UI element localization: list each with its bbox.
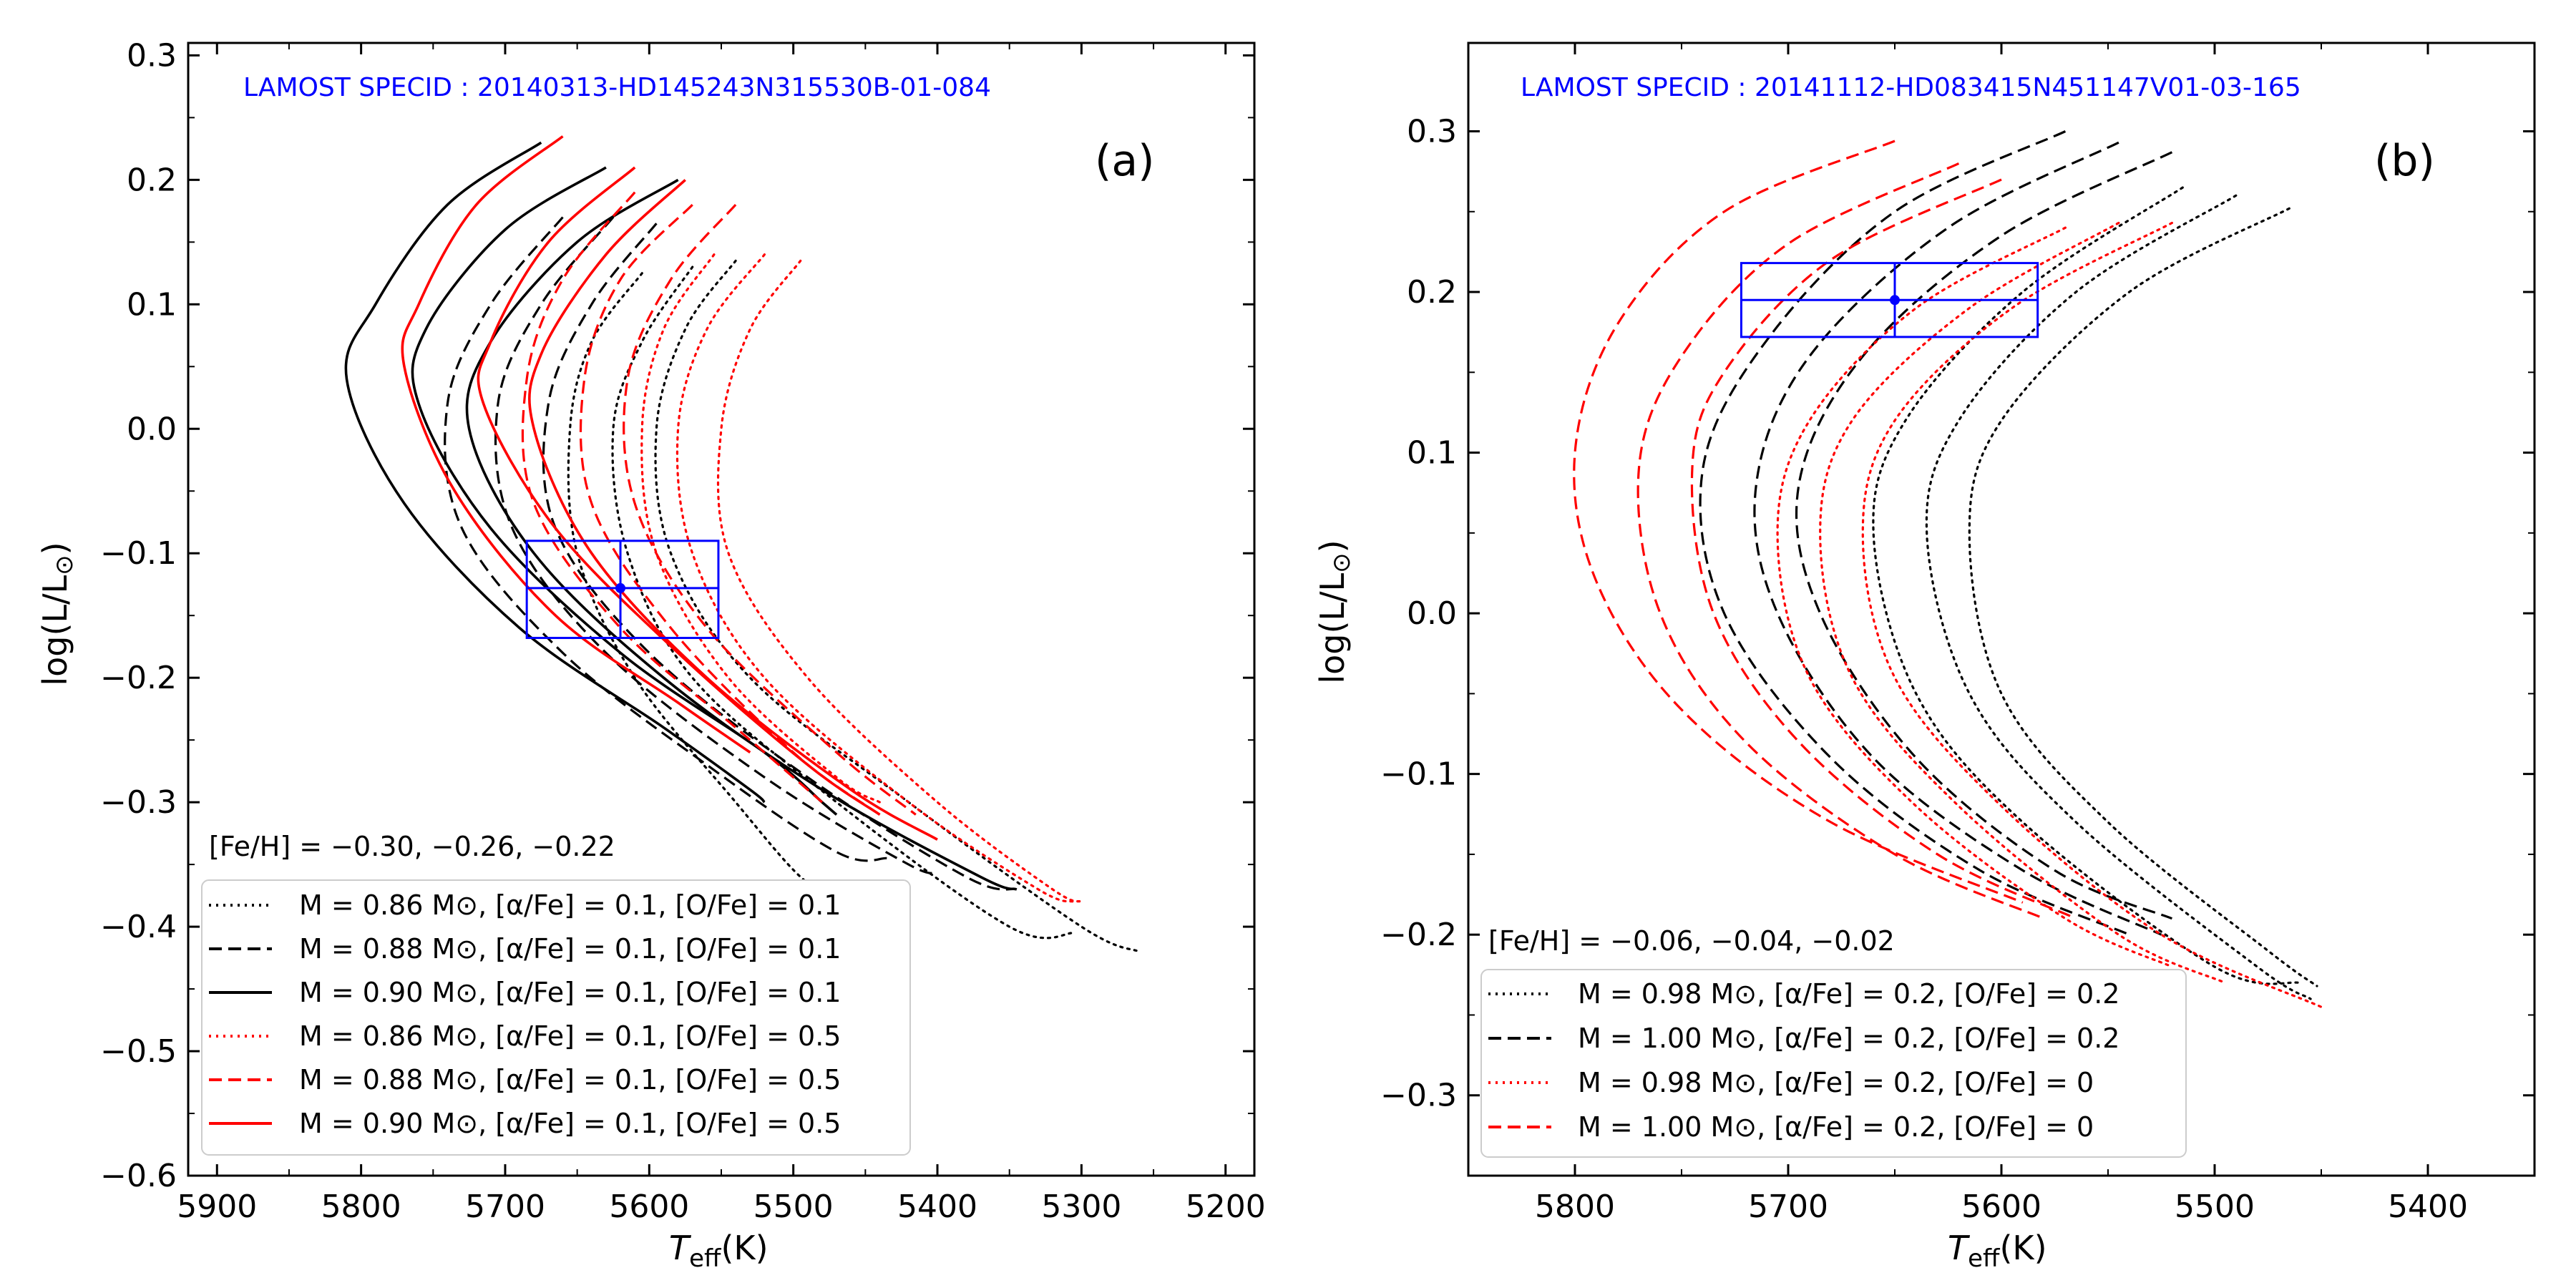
panel-b: 5800 5700 5600 5500 5400 −0.3 −0.2 −0.1 0.0 0.1 0.… bbox=[1313, 42, 2536, 1273]
panel-a-error-box bbox=[525, 540, 720, 640]
panel-b-legend-label-0: M = 0.98 M⊙, [α/Fe] = 0.2, [O/Fe] = 0.2 bbox=[1578, 978, 2119, 1010]
panel-a-track-7 bbox=[411, 166, 838, 816]
panel-b-xlabel: Teff(K) bbox=[1948, 1229, 2047, 1273]
panel-a-ytick-label-2: −0.4 bbox=[100, 909, 177, 945]
panel-b-legend: M = 0.98 M⊙, [α/Fe] = 0.2, [O/Fe] = 0.2 M… bbox=[1480, 969, 2187, 1158]
panel-a-ytick-label-3: −0.3 bbox=[100, 784, 177, 821]
panel-a-legend-label-1: M = 0.88 M⊙, [α/Fe] = 0.1, [O/Fe] = 0.1 bbox=[299, 933, 841, 965]
panel-a-track-3 bbox=[444, 216, 887, 862]
panel-a-ytick-label-0: −0.6 bbox=[100, 1158, 177, 1194]
panel-a-ytick-label-7: 0.1 bbox=[127, 286, 177, 323]
panel-a-obs-point bbox=[615, 582, 626, 593]
panel-a-xtick-label-1: 5800 bbox=[321, 1189, 401, 1225]
panel-b-ytick-label-3: 0.0 bbox=[1407, 595, 1457, 632]
panel-a-xtick-label-3: 5600 bbox=[609, 1189, 689, 1225]
panel-a-track-2 bbox=[654, 259, 1141, 953]
panel-b-xtick-label-3: 5500 bbox=[2175, 1189, 2255, 1225]
panel-a-observation bbox=[525, 540, 720, 640]
panel-b-legend-label-2: M = 0.98 M⊙, [α/Fe] = 0.2, [O/Fe] = 0 bbox=[1578, 1067, 2094, 1098]
panel-b-track-1 bbox=[1925, 194, 2312, 1000]
panel-b-track-8 bbox=[1861, 221, 2323, 1008]
panel-a-track-14 bbox=[623, 204, 917, 816]
panel-b-xtick-label-0: 5800 bbox=[1535, 1189, 1615, 1225]
panel-a-ytick-label-8: 0.2 bbox=[127, 162, 177, 198]
panel-a-track-10 bbox=[675, 253, 1075, 903]
panel-b-track-5 bbox=[1795, 151, 2173, 920]
panel-b-feh-note: [Fe/H] = −0.06, −0.04, −0.02 bbox=[1488, 925, 1895, 957]
panel-b-ylabel: log(L/L⊙) bbox=[1313, 540, 1356, 683]
panel-b-xtick-label-2: 5600 bbox=[1961, 1189, 2041, 1225]
panel-b-track-0 bbox=[1872, 186, 2301, 985]
panel-a-ylabel: log(L/L⊙) bbox=[36, 542, 79, 686]
panel-a-track-12 bbox=[521, 191, 823, 804]
panel-a-track-6 bbox=[344, 141, 766, 804]
panel-a-track-11 bbox=[716, 259, 1083, 903]
panel-a-ytick-label-1: −0.5 bbox=[100, 1033, 177, 1070]
panel-a-ytick-label-9: 0.3 bbox=[127, 37, 177, 74]
panel-a-legend-label-5: M = 0.90 M⊙, [α/Fe] = 0.1, [O/Fe] = 0.5 bbox=[299, 1108, 841, 1139]
panel-a-xtick-label-0: 5900 bbox=[177, 1189, 257, 1225]
panel-b-curves bbox=[1573, 130, 2323, 1008]
panel-a-legend-label-2: M = 0.90 M⊙, [α/Fe] = 0.1, [O/Fe] = 0.1 bbox=[299, 977, 841, 1008]
panel-b-ytick-label-2: −0.1 bbox=[1380, 756, 1457, 793]
panel-b-track-6 bbox=[1776, 226, 2173, 968]
panel-a-label: (a) bbox=[1095, 136, 1155, 186]
panel-b-obs-point bbox=[1890, 295, 1900, 306]
panel-a-ytick-label-6: 0.0 bbox=[127, 411, 177, 447]
panel-b-ytick-label-6: 0.3 bbox=[1407, 113, 1457, 150]
panel-a-track-5 bbox=[542, 223, 1018, 891]
panel-b-xtick-label-1: 5700 bbox=[1748, 1189, 1828, 1225]
panel-a-legend-label-3: M = 0.86 M⊙, [α/Fe] = 0.1, [O/Fe] = 0.5 bbox=[299, 1020, 841, 1052]
panel-b-track-11 bbox=[1690, 178, 2077, 920]
panel-b-xtick-label-4: 5400 bbox=[2388, 1189, 2468, 1225]
panel-a-xtick-label-2: 5700 bbox=[465, 1189, 545, 1225]
panel-b-observation bbox=[1740, 262, 2039, 338]
panel-a-ytick-label-5: −0.1 bbox=[100, 535, 177, 572]
panel-a-legend-box bbox=[201, 879, 911, 1156]
panel-a-ticks: 5900 5800 5700 5600 5500 5400 5300 5200 −0.6 −0.5… bbox=[100, 37, 1266, 1225]
panel-a-xtick-label-6: 5300 bbox=[1041, 1189, 1121, 1225]
panel-a-track-8 bbox=[465, 178, 1018, 891]
panel-a-track-17 bbox=[528, 179, 938, 841]
panel-a: 5900 5800 5700 5600 5500 5400 5300 5200 −0.6 −0.5… bbox=[36, 37, 1266, 1273]
panel-b-label: (b) bbox=[2374, 136, 2435, 186]
panel-b-track-2 bbox=[1968, 207, 2318, 987]
panel-a-xlabel: Teff(K) bbox=[669, 1229, 769, 1273]
panel-b-ytick-label-4: 0.1 bbox=[1407, 435, 1457, 472]
panel-a-xtick-label-5: 5400 bbox=[897, 1189, 977, 1225]
panel-a-legend: M = 0.86 M⊙, [α/Fe] = 0.1, [O/Fe] = 0.1 M… bbox=[201, 879, 911, 1156]
panel-a-xtick-label-7: 5200 bbox=[1186, 1189, 1266, 1225]
panel-a-specid: LAMOST SPECID : 20140313-HD145243N315530… bbox=[243, 73, 991, 102]
panel-b-ytick-label-1: −0.2 bbox=[1380, 917, 1457, 953]
panel-a-track-0 bbox=[567, 272, 838, 897]
panel-a-ytick-label-4: −0.2 bbox=[100, 660, 177, 696]
panel-a-track-16 bbox=[477, 166, 881, 816]
panel-a-track-9 bbox=[640, 253, 882, 804]
panel-b-track-9 bbox=[1573, 140, 2024, 904]
panel-b-ytick-label-5: 0.2 bbox=[1407, 274, 1457, 311]
panel-a-track-15 bbox=[401, 135, 751, 753]
panel-b-legend-box bbox=[1480, 969, 2187, 1158]
panel-a-legend-label-4: M = 0.88 M⊙, [α/Fe] = 0.1, [O/Fe] = 0.5 bbox=[299, 1064, 841, 1096]
panel-a-curves bbox=[344, 135, 1141, 953]
panel-b-track-4 bbox=[1753, 141, 2162, 936]
panel-b-track-10 bbox=[1636, 162, 2045, 920]
panel-b-ytick-label-0: −0.3 bbox=[1380, 1078, 1457, 1114]
panel-b-specid: LAMOST SPECID : 20141112-HD083415N451147… bbox=[1521, 73, 2301, 102]
panel-b-legend-label-3: M = 1.00 M⊙, [α/Fe] = 0.2, [O/Fe] = 0 bbox=[1578, 1111, 2094, 1143]
panel-b-legend-label-1: M = 1.00 M⊙, [α/Fe] = 0.2, [O/Fe] = 0.2 bbox=[1578, 1023, 2119, 1054]
panel-a-feh-note: [Fe/H] = −0.30, −0.26, −0.22 bbox=[209, 831, 615, 862]
panel-a-track-1 bbox=[611, 265, 1075, 940]
panel-a-legend-label-0: M = 0.86 M⊙, [α/Fe] = 0.1, [O/Fe] = 0.1 bbox=[299, 889, 841, 921]
panel-a-xtick-label-4: 5500 bbox=[753, 1189, 834, 1225]
panel-b-track-3 bbox=[1699, 130, 2130, 936]
panel-b-track-7 bbox=[1819, 221, 2227, 985]
panel-b-ticks: 5800 5700 5600 5500 5400 −0.3 −0.2 −0.1 0.0 0.1 0.… bbox=[1380, 43, 2535, 1225]
